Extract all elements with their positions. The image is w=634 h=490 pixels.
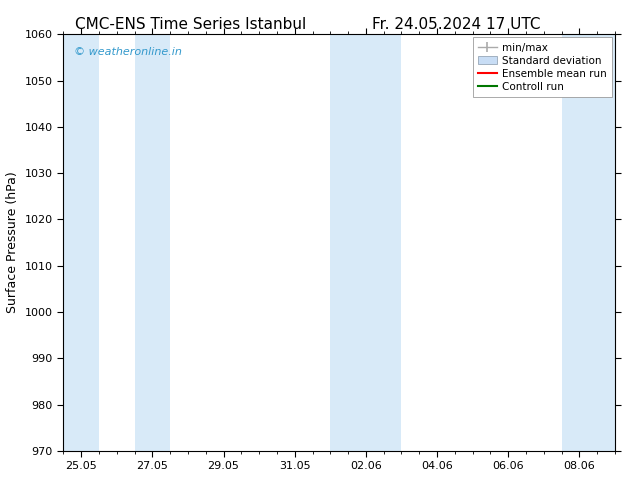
Legend: min/max, Standard deviation, Ensemble mean run, Controll run: min/max, Standard deviation, Ensemble me…: [473, 37, 612, 97]
Bar: [134, 34, 170, 451]
Text: © weatheronline.in: © weatheronline.in: [74, 47, 183, 57]
Y-axis label: Surface Pressure (hPa): Surface Pressure (hPa): [6, 172, 19, 314]
Text: CMC-ENS Time Series Istanbul: CMC-ENS Time Series Istanbul: [75, 17, 306, 32]
Bar: [562, 34, 615, 451]
Bar: [330, 34, 401, 451]
Text: Fr. 24.05.2024 17 UTC: Fr. 24.05.2024 17 UTC: [372, 17, 541, 32]
Bar: [63, 34, 99, 451]
